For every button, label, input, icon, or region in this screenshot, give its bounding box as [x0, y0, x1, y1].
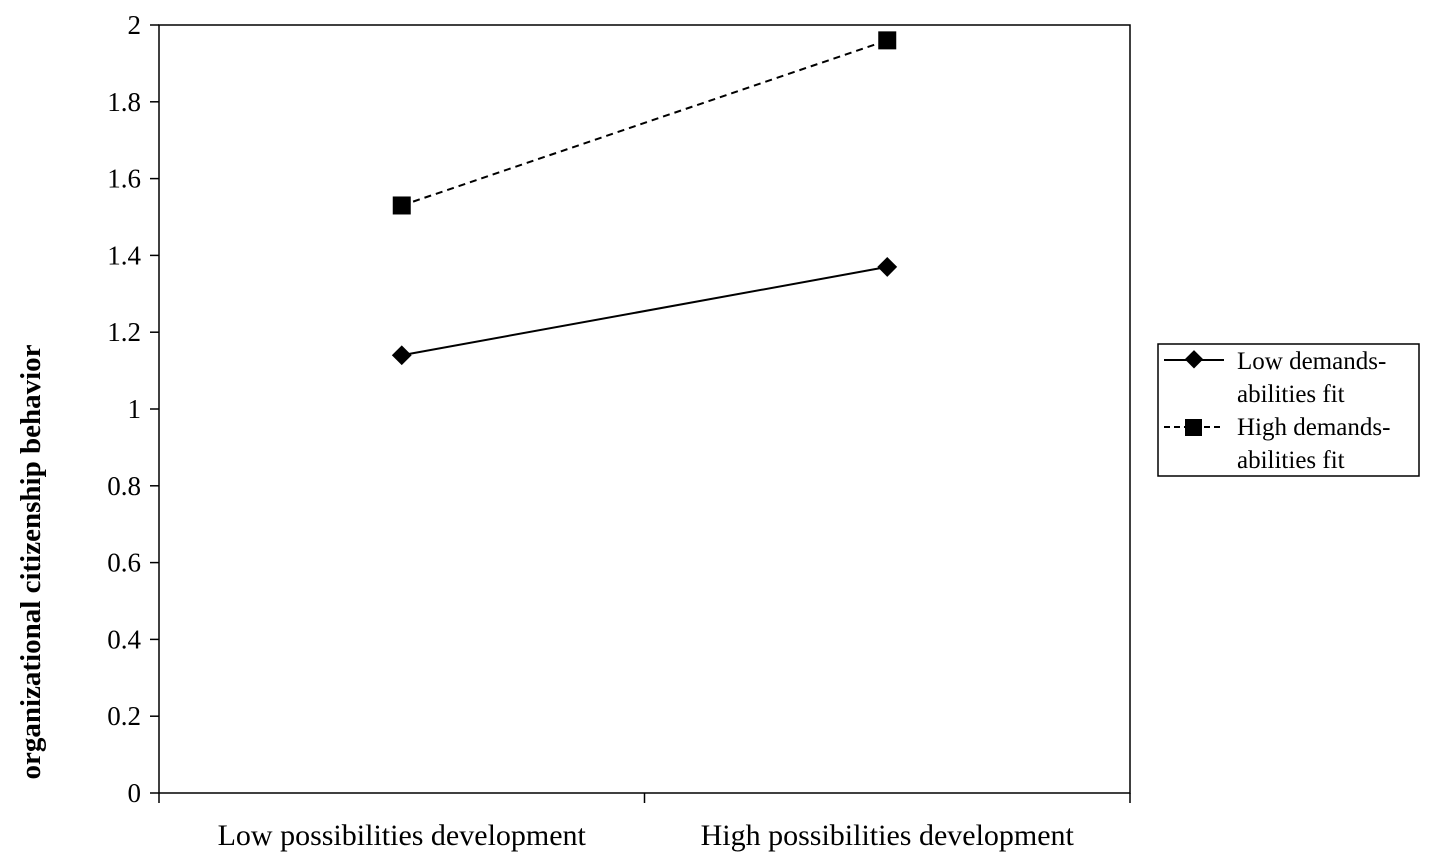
data-point-square — [392, 196, 411, 215]
y-tick-label: 1.8 — [107, 87, 141, 117]
y-tick-label: 0.4 — [107, 624, 141, 654]
y-axis: 0 0.2 0.4 0.6 0.8 1 1.2 1.4 1.6 1.8 2 — [107, 10, 159, 808]
data-point-square — [878, 31, 897, 50]
y-axis-label: organizational citizenship behavior — [15, 344, 47, 779]
y-tick-label: 0 — [128, 778, 142, 808]
y-tick-label: 0.8 — [107, 471, 141, 501]
y-tick-label: 1.6 — [107, 164, 141, 194]
x-axis: Low possibilities development High possib… — [158, 793, 1131, 852]
legend-label-high-line1: High demands- — [1237, 414, 1390, 441]
x-tick-label: Low possibilities development — [218, 819, 587, 852]
series-line-0 — [401, 265, 888, 357]
y-tick-label: 1 — [128, 394, 142, 424]
y-tick-label: 0.2 — [107, 701, 141, 731]
y-tick-label: 0.6 — [107, 548, 141, 578]
legend-marker-diamond — [1184, 350, 1204, 369]
plot-area — [158, 24, 1131, 794]
y-tick-label: 1.4 — [107, 240, 141, 270]
x-tick-label: High possibilities development — [701, 819, 1075, 852]
y-tick-label: 1.2 — [107, 317, 141, 347]
legend: Low demands- abilities fit High demands-… — [1157, 343, 1420, 477]
legend-box — [1157, 343, 1420, 477]
legend-label-low-line2: abilities fit — [1237, 381, 1345, 408]
legend-label-high-line2: abilities fit — [1237, 447, 1345, 474]
y-tick-label: 2 — [128, 10, 142, 40]
data-point-diamond — [877, 257, 898, 277]
data-point-diamond — [391, 345, 412, 366]
legend-marker-square — [1185, 419, 1202, 436]
series-layer — [391, 31, 898, 366]
series-line-1 — [401, 39, 888, 207]
legend-label-low-line1: Low demands- — [1237, 348, 1386, 375]
